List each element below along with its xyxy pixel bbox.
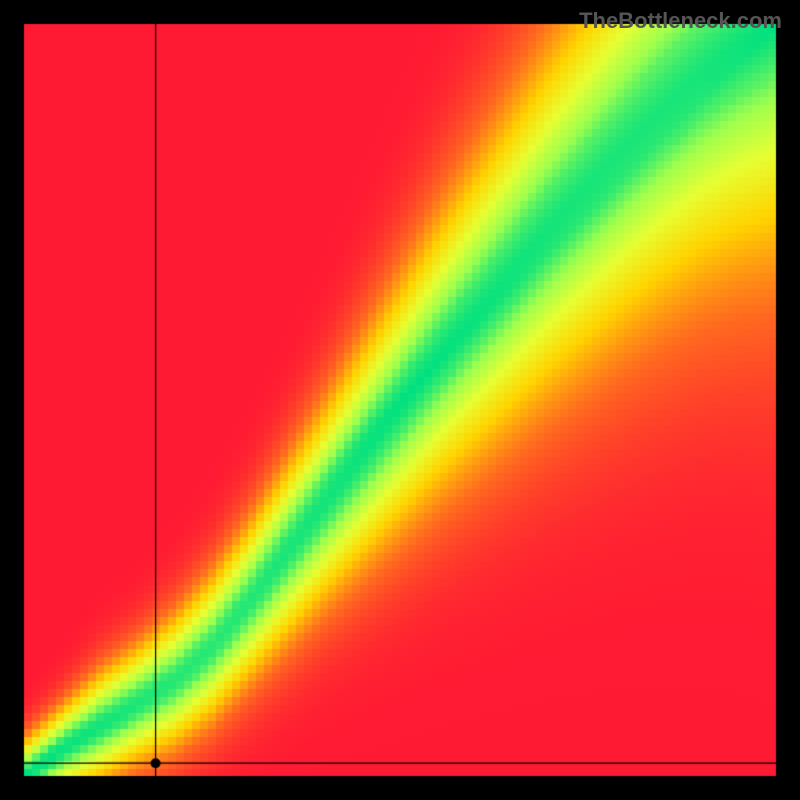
bottleneck-heatmap bbox=[0, 0, 800, 800]
chart-container: TheBottleneck.com bbox=[0, 0, 800, 800]
watermark-text: TheBottleneck.com bbox=[579, 8, 782, 34]
